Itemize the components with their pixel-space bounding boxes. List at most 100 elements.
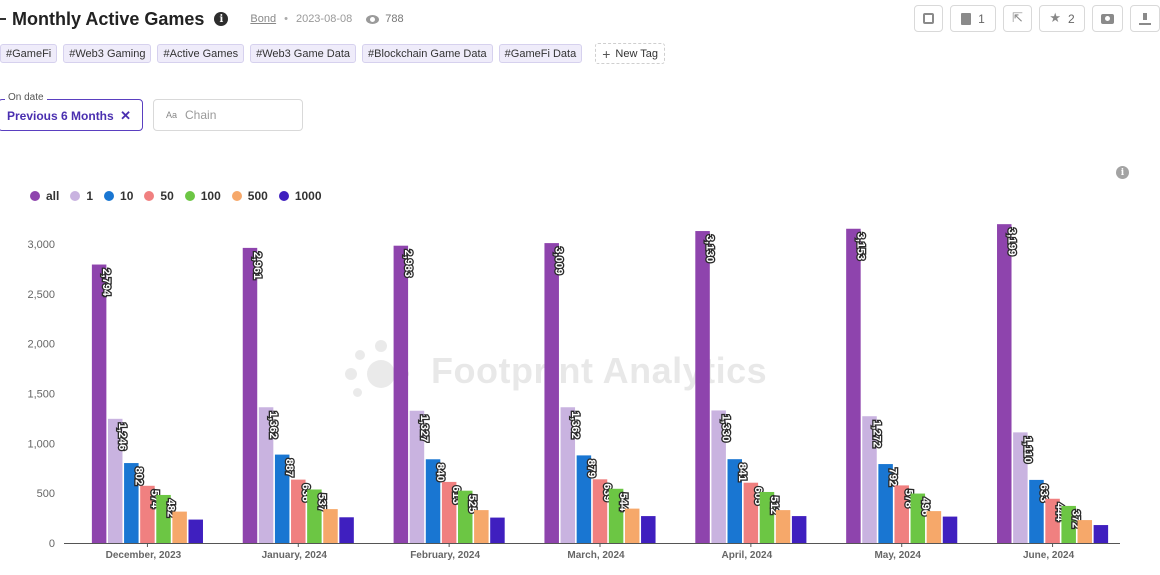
y-tick-label: 2,000	[27, 339, 55, 351]
legend-label: 10	[120, 189, 134, 203]
external-link-icon: ⇱	[1012, 11, 1023, 26]
legend-item-1000[interactable]: 1000	[278, 189, 322, 203]
bar-10	[878, 464, 893, 543]
legend-swatch	[231, 191, 242, 201]
watermark: Footprint Analytics	[345, 340, 767, 402]
tag-list: #GameFi #Web3 Gaming #Active Games #Web3…	[0, 43, 665, 64]
bar-500	[323, 509, 338, 543]
x-tick-label: April, 2024	[722, 550, 773, 561]
bar-1	[107, 418, 123, 543]
y-tick-label: 500	[37, 488, 55, 500]
copy-button[interactable]: 1	[950, 5, 996, 32]
legend-item-100[interactable]: 100	[184, 189, 221, 203]
bar-1	[560, 407, 576, 543]
bar-1	[1013, 432, 1028, 543]
snapshot-button[interactable]	[1092, 5, 1123, 32]
legend-item-all[interactable]: all	[30, 189, 59, 203]
bar-500	[926, 511, 942, 543]
tag[interactable]: #Web3 Game Data	[250, 44, 357, 63]
x-tick-label: June, 2024	[1023, 550, 1075, 561]
date-filter-value: Previous 6 Months	[7, 109, 114, 123]
bar-100	[307, 489, 322, 543]
legend-swatch	[104, 191, 115, 201]
legend-item-50[interactable]: 50	[144, 189, 174, 203]
bar-100	[457, 490, 473, 543]
data-label: 1,246	[116, 423, 128, 451]
tag[interactable]: #GameFi Data	[498, 44, 583, 63]
download-button[interactable]	[1130, 5, 1160, 32]
bar-1000	[641, 516, 656, 543]
sql-button[interactable]	[914, 5, 943, 32]
legend-item-1[interactable]: 1	[70, 189, 93, 203]
bar-all	[544, 243, 559, 543]
info-icon[interactable]: i	[214, 12, 229, 26]
legend-item-500[interactable]: 500	[231, 189, 268, 203]
data-label: 2,961	[251, 252, 263, 280]
star-button[interactable]: ★ 2	[1039, 5, 1085, 32]
chart-info-icon[interactable]: i	[1116, 166, 1129, 179]
bar-10	[425, 459, 441, 543]
y-tick-label: 1,500	[27, 389, 55, 401]
bar-1000	[942, 516, 958, 543]
bar-50	[441, 481, 457, 543]
y-tick-label: 3,000	[27, 239, 55, 251]
author-link[interactable]: Bond	[250, 13, 277, 25]
bar-1000	[490, 517, 505, 543]
data-label: 1,327	[418, 415, 430, 443]
data-label: 2,794	[100, 269, 112, 297]
plus-icon: +	[602, 45, 611, 62]
open-button[interactable]: ⇱	[1003, 5, 1032, 32]
legend-item-10[interactable]: 10	[104, 189, 133, 203]
data-label: 1,362	[267, 411, 279, 439]
text-type-icon: Aa	[166, 110, 178, 120]
back-icon[interactable]	[0, 18, 6, 20]
bar-100	[910, 493, 926, 543]
data-label: 1,272	[871, 420, 883, 448]
toolbar: 1 ⇱ ★ 2	[914, 5, 1160, 32]
bar-500	[474, 510, 489, 543]
data-label: 544	[617, 493, 629, 512]
bar-50	[894, 485, 909, 543]
bar-all	[91, 264, 107, 543]
tag[interactable]: #Web3 Gaming	[63, 44, 152, 63]
data-label: 537	[315, 493, 327, 511]
bar-all	[242, 247, 258, 543]
date-filter-label: On date	[5, 92, 47, 103]
x-tick-label: December, 2023	[106, 550, 182, 561]
copy-icon	[961, 12, 972, 25]
x-tick-label: May, 2024	[874, 550, 921, 561]
bar-500	[1077, 520, 1093, 543]
bar-50	[291, 479, 306, 543]
star-count: 2	[1067, 11, 1075, 26]
legend-swatch	[278, 191, 289, 201]
view-count: 788	[385, 13, 404, 25]
date-filter[interactable]: On date Previous 6 Months ✕	[0, 92, 143, 131]
created-date: 2023-08-08	[295, 13, 353, 25]
bar-50	[140, 485, 155, 543]
tag[interactable]: #Blockchain Game Data	[362, 44, 493, 63]
eye-icon	[366, 14, 380, 24]
data-label: 512	[768, 496, 780, 514]
data-label: 840	[434, 463, 446, 481]
x-tick-label: February, 2024	[410, 550, 480, 561]
separator-dot: •	[284, 13, 288, 25]
legend-label: 50	[160, 189, 174, 203]
data-label: 3,153	[854, 233, 866, 261]
bar-50	[1045, 498, 1060, 543]
new-tag-button[interactable]: + New Tag	[595, 43, 665, 64]
data-label: 1,362	[569, 411, 581, 439]
legend-label: all	[46, 189, 60, 203]
bar-all	[997, 224, 1012, 544]
bar-500	[775, 510, 791, 543]
data-label: 887	[283, 459, 295, 477]
watermark-text: Footprint Analytics	[431, 350, 768, 391]
tag[interactable]: #Active Games	[157, 44, 245, 63]
data-label: 879	[585, 459, 597, 477]
bar-10	[274, 454, 290, 543]
header: Monthly Active Games i Bond • 2023-08-08…	[0, 6, 404, 32]
chain-filter[interactable]: Aa Chain	[153, 99, 303, 131]
clear-filter-icon[interactable]: ✕	[120, 108, 131, 123]
tag[interactable]: #GameFi	[0, 44, 58, 63]
star-icon: ★	[1049, 11, 1061, 26]
